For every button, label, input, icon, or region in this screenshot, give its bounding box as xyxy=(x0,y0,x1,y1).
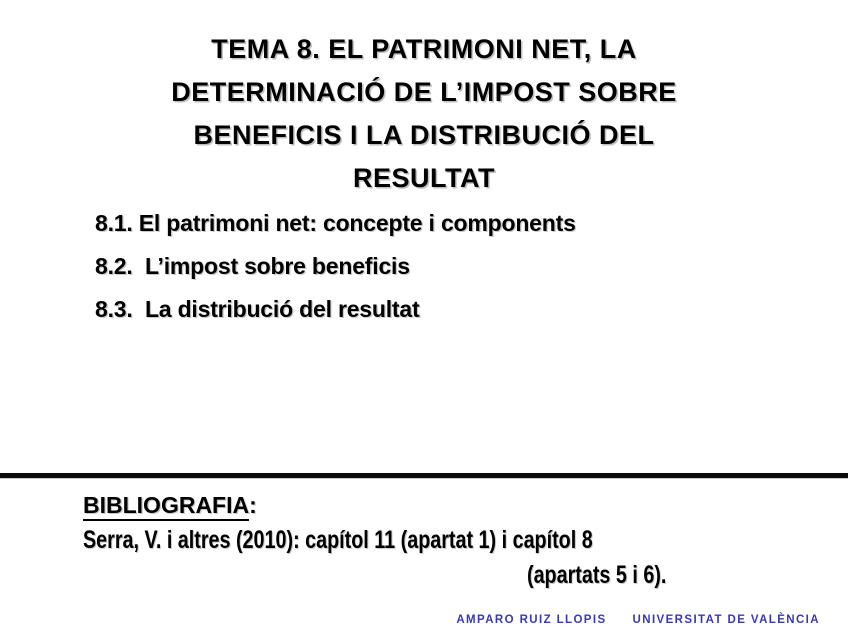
title-line-4: RESULTAT xyxy=(353,163,495,193)
toc-item-8-1: 8.1. El patrimoni net: concepte i compon… xyxy=(95,210,576,236)
bibliography-heading: BIBLIOGRAFIA: xyxy=(83,492,257,521)
bibliography-reference-line-2: (apartats 5 i 6). xyxy=(527,561,667,589)
footer-author: AMPARO RUIZ LLOPIS xyxy=(456,614,607,626)
bibliography-reference-line-1: Serra, V. i altres (2010): capítol 11 (a… xyxy=(83,526,593,554)
footer: AMPARO RUIZ LLOPIS UNIVERSITAT DE VALÈNC… xyxy=(0,614,820,626)
title-line-1: TEMA 8. EL PATRIMONI NET, LA xyxy=(211,34,637,64)
divider-line xyxy=(0,473,848,478)
title-line-3: BENEFICIS I LA DISTRIBUCIÓ DEL xyxy=(193,120,655,150)
toc-list: 8.1. El patrimoni net: concepte i compon… xyxy=(95,210,576,339)
toc-item-8-3: 8.3. La distribució del resultat xyxy=(95,296,420,322)
bibliography-heading-text: BIBLIOGRAFIA xyxy=(83,492,250,521)
title-line-2: DETERMINACIÓ DE L’IMPOST SOBRE xyxy=(171,77,677,107)
bibliography-heading-colon: : xyxy=(249,492,257,518)
slide-title: TEMA 8. EL PATRIMONI NET, LA DETERMINACI… xyxy=(0,28,848,200)
toc-item-8-2: 8.2. L’impost sobre beneficis xyxy=(95,253,410,279)
footer-institution: UNIVERSITAT DE VALÈNCIA xyxy=(632,614,820,626)
